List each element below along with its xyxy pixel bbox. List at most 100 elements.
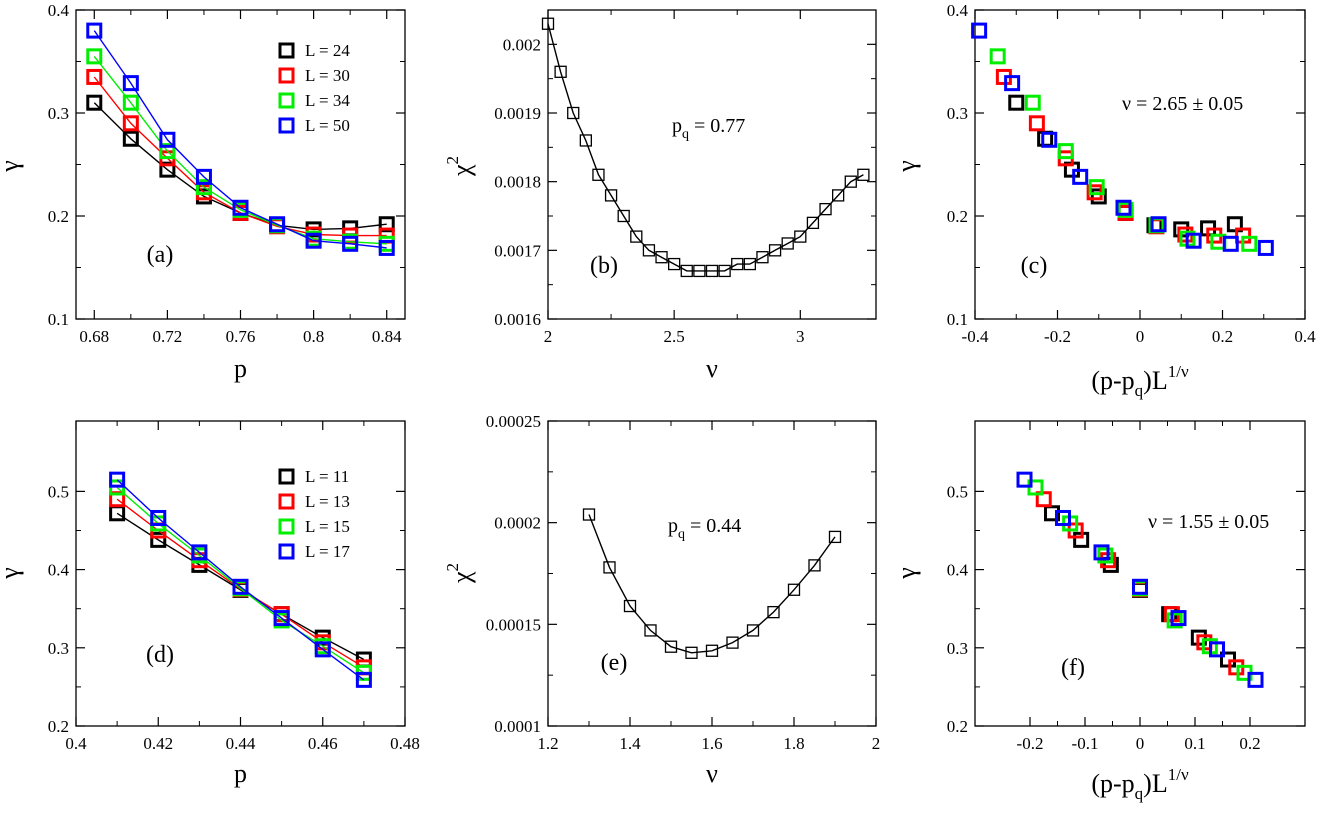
x-axis-label: p: [234, 759, 247, 788]
y-tick-label: 0.00015: [486, 615, 541, 634]
series-line: [116, 479, 365, 681]
data-point: [195, 179, 212, 196]
data-point: [159, 131, 176, 148]
data-point: [731, 257, 744, 271]
data-point: [644, 624, 657, 637]
legend-label: L = 50: [305, 116, 350, 135]
data-point: [1088, 179, 1105, 196]
x-tick-label: 1.8: [783, 734, 804, 753]
data-point: [195, 168, 212, 185]
data-point: [806, 216, 820, 230]
data-point: [743, 257, 756, 271]
plot-frame: [547, 9, 877, 320]
data-point: [541, 17, 555, 30]
annotation-rest: = 0.77: [689, 115, 745, 137]
data-point: [269, 216, 286, 233]
series-line: [547, 23, 864, 272]
legend-label: L = 13: [305, 492, 350, 511]
x-axis-label-main: ν: [706, 759, 718, 788]
panel-label: (c): [1021, 253, 1048, 279]
x-tick-label: 2.5: [664, 327, 685, 346]
data-point: [1209, 641, 1225, 658]
x-tick-label: 1.6: [701, 734, 722, 753]
data-point: [273, 610, 290, 627]
y-tick-label: 0.1: [947, 310, 968, 329]
legend-marker: [278, 468, 295, 485]
y-tick-label: 0.2: [48, 717, 69, 736]
y-tick-label: 0.0019: [494, 104, 541, 123]
data-point: [1115, 199, 1132, 216]
data-point: [579, 134, 592, 147]
x-axis-label-main: p: [234, 759, 247, 788]
y-axis-label-main: γ: [892, 160, 921, 173]
panel-f: -0.2 -0.1 0 0.1 0.2 0.2 0.3 0.4 0.5 γ (p-pq)L1/ν ν …: [892, 420, 1306, 803]
x-tick-label: 1.2: [537, 734, 558, 753]
plot-frame: [75, 420, 406, 727]
series-line: [588, 514, 836, 654]
legend-label: L = 15: [305, 517, 350, 536]
annotation-sub: q: [682, 127, 689, 142]
series-line: [93, 30, 387, 249]
data-point: [1117, 201, 1134, 218]
panel-label: (d): [146, 642, 174, 668]
data-point: [787, 583, 801, 596]
y-tick-label: 0.2: [947, 717, 968, 736]
y-tick-label: 0.0018: [494, 173, 541, 192]
data-point: [86, 68, 103, 85]
y-tick-label: 0.4: [947, 561, 969, 580]
legend-marker: [278, 117, 295, 134]
data-point: [1024, 94, 1041, 111]
annotation-main: ν = 1.55 ± 0.05: [1148, 511, 1269, 533]
data-point: [150, 531, 167, 548]
series-l-17: [109, 471, 372, 688]
series-l-50: [86, 22, 395, 256]
data-point: [150, 509, 167, 526]
x-tick-label: 0.2: [1239, 734, 1260, 753]
data-point: [305, 232, 322, 249]
annotation-main: ν = 2.65 ± 0.05: [1122, 93, 1243, 115]
y-axis-label: γ: [0, 160, 24, 173]
x-tick-label: 0.4: [1294, 327, 1316, 346]
data-point: [1241, 235, 1258, 252]
data-point: [746, 624, 760, 637]
x-tick-label: 2: [544, 327, 553, 346]
data-point: [355, 671, 372, 688]
data-point: [857, 168, 870, 181]
data-point: [191, 544, 208, 561]
data-point: [122, 94, 139, 111]
data-point: [623, 599, 637, 613]
x-axis-label-rest: )L: [1143, 366, 1168, 395]
x-tick-label: 0.4: [65, 734, 87, 753]
data-point: [1090, 188, 1107, 205]
x-axis-label-rest: )L: [1143, 769, 1168, 798]
data-point: [378, 216, 395, 233]
annotation-rest: = 0.44: [685, 515, 741, 537]
x-axis-label-sub: q: [1135, 381, 1144, 400]
y-tick-label: 0.3: [48, 639, 69, 658]
x-tick-label: 0: [1136, 327, 1145, 346]
y-tick-label: 0.002: [503, 35, 541, 54]
data-point: [693, 264, 706, 278]
x-axis-label: (p-pq)L1/ν: [1091, 765, 1189, 803]
annotation-main: p: [672, 115, 682, 137]
y-axis-label: γ: [0, 567, 24, 580]
legend-marker: [278, 493, 295, 510]
data-point: [705, 644, 719, 657]
data-point: [567, 106, 580, 120]
plot-frame: [547, 420, 877, 727]
y-tick-label: 0.4: [48, 561, 70, 580]
data-point: [122, 75, 139, 92]
data-point: [86, 22, 103, 39]
y-tick-label: 0.2: [947, 207, 968, 226]
data-point: [1004, 75, 1021, 92]
data-point: [109, 471, 126, 488]
data-point: [1041, 131, 1058, 148]
x-axis-label: ν: [706, 759, 718, 788]
data-point: [159, 143, 176, 160]
x-axis-label: ν: [706, 354, 718, 383]
legend: L = 24 L = 30 L = 34 L = 50: [278, 41, 350, 135]
x-axis-label-sub: q: [1135, 784, 1144, 803]
data-point: [1247, 671, 1264, 688]
data-point: [1097, 547, 1114, 564]
data-point: [971, 22, 988, 39]
